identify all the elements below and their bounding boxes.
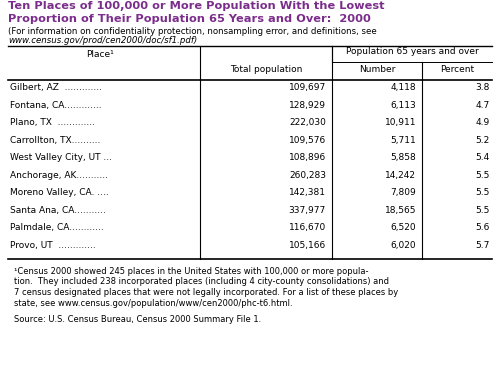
Text: Proportion of Their Population 65 Years and Over:  2000: Proportion of Their Population 65 Years …: [8, 14, 371, 24]
Text: Number: Number: [359, 64, 395, 74]
Text: 108,896: 108,896: [289, 153, 326, 162]
Text: 105,166: 105,166: [289, 240, 326, 249]
Text: 10,911: 10,911: [384, 118, 416, 127]
Text: Total population: Total population: [230, 64, 302, 74]
Text: 6,020: 6,020: [390, 240, 416, 249]
Text: 128,929: 128,929: [289, 101, 326, 110]
Text: 7,809: 7,809: [390, 188, 416, 197]
Text: 18,565: 18,565: [384, 205, 416, 215]
Text: 260,283: 260,283: [289, 171, 326, 180]
Text: ¹Census 2000 showed 245 places in the United States with 100,000 or more popula-: ¹Census 2000 showed 245 places in the Un…: [14, 267, 368, 276]
Text: 142,381: 142,381: [289, 188, 326, 197]
Text: Moreno Valley, CA. ....: Moreno Valley, CA. ....: [10, 188, 109, 197]
Text: Ten Places of 100,000 or More Population With the Lowest: Ten Places of 100,000 or More Population…: [8, 1, 384, 11]
Text: Fontana, CA.............: Fontana, CA.............: [10, 101, 102, 110]
Text: 337,977: 337,977: [289, 205, 326, 215]
Text: 4.7: 4.7: [476, 101, 490, 110]
Text: state, see www.census.gov/population/www/cen2000/phc-t6.html.: state, see www.census.gov/population/www…: [14, 298, 292, 307]
Text: 5.5: 5.5: [476, 171, 490, 180]
Text: Gilbert, AZ  .............: Gilbert, AZ .............: [10, 83, 102, 92]
Text: 6,113: 6,113: [390, 101, 416, 110]
Text: 14,242: 14,242: [385, 171, 416, 180]
Text: Plano, TX  .............: Plano, TX .............: [10, 118, 95, 127]
Text: Population 65 years and over: Population 65 years and over: [346, 47, 478, 56]
Text: 6,520: 6,520: [390, 223, 416, 232]
Text: Santa Ana, CA...........: Santa Ana, CA...........: [10, 205, 106, 215]
Text: tion.  They included 238 incorporated places (including 4 city-county consolidat: tion. They included 238 incorporated pla…: [14, 278, 389, 286]
Text: 5.6: 5.6: [476, 223, 490, 232]
Text: 109,576: 109,576: [289, 135, 326, 144]
Text: 222,030: 222,030: [289, 118, 326, 127]
Text: Place¹: Place¹: [86, 49, 114, 58]
Text: 5,858: 5,858: [390, 153, 416, 162]
Text: Percent: Percent: [440, 64, 474, 74]
Text: 3.8: 3.8: [476, 83, 490, 92]
Text: 4.9: 4.9: [476, 118, 490, 127]
Text: West Valley City, UT ...: West Valley City, UT ...: [10, 153, 112, 162]
Text: Palmdale, CA............: Palmdale, CA............: [10, 223, 104, 232]
Text: 5.7: 5.7: [476, 240, 490, 249]
Text: Anchorage, AK...........: Anchorage, AK...........: [10, 171, 108, 180]
Text: www.census.gov/prod/cen2000/doc/sf1.pdf): www.census.gov/prod/cen2000/doc/sf1.pdf): [8, 36, 197, 45]
Text: Source: U.S. Census Bureau, Census 2000 Summary File 1.: Source: U.S. Census Bureau, Census 2000 …: [14, 315, 261, 324]
Text: 7 census designated places that were not legally incorporated. For a list of the: 7 census designated places that were not…: [14, 288, 398, 297]
Text: Provo, UT  .............: Provo, UT .............: [10, 240, 96, 249]
Text: 4,118: 4,118: [390, 83, 416, 92]
Text: 116,670: 116,670: [289, 223, 326, 232]
Text: 109,697: 109,697: [289, 83, 326, 92]
Text: (For information on confidentiality protection, nonsampling error, and definitio: (For information on confidentiality prot…: [8, 27, 377, 36]
Text: 5.4: 5.4: [476, 153, 490, 162]
Text: 5,711: 5,711: [390, 135, 416, 144]
Text: 5.5: 5.5: [476, 188, 490, 197]
Text: 5.2: 5.2: [476, 135, 490, 144]
Text: 5.5: 5.5: [476, 205, 490, 215]
Text: Carrollton, TX..........: Carrollton, TX..........: [10, 135, 101, 144]
